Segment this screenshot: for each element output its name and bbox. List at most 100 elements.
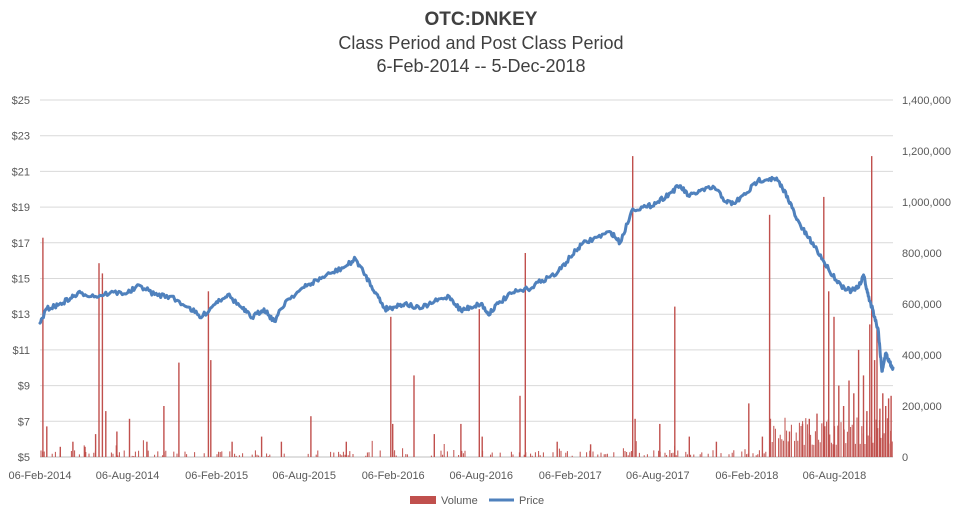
volume-bar — [392, 423, 394, 457]
volume-bar — [146, 441, 148, 457]
volume-bar — [345, 441, 347, 457]
volume-bar — [524, 253, 526, 457]
volume-bar — [632, 156, 634, 457]
volume-bar — [280, 441, 283, 457]
price-series — [38, 175, 895, 373]
volume-bar — [838, 385, 840, 457]
x-tick-label: 06-Aug-2014 — [96, 470, 160, 482]
y-left-tick-label: $5 — [18, 452, 30, 464]
x-tick-label: 06-Aug-2016 — [449, 470, 513, 482]
y-right-tick-label: 600,000 — [902, 299, 942, 311]
y-left-tick-label: $19 — [12, 202, 30, 214]
volume-bar — [862, 375, 865, 457]
volume-bar — [823, 196, 825, 457]
volume-bar — [310, 416, 312, 457]
volume-bar — [116, 431, 118, 457]
y-left-tick-label: $11 — [12, 345, 30, 357]
x-tick-label: 06-Aug-2015 — [272, 470, 336, 482]
volume-bar — [556, 441, 558, 457]
grid-layer — [40, 99, 893, 458]
volume-bar — [72, 441, 74, 457]
volume-bar — [768, 214, 771, 458]
volume-bar — [674, 306, 676, 457]
y-left-tick-label: $13 — [12, 309, 30, 321]
volume-bar — [390, 316, 392, 458]
volume-bar — [105, 411, 107, 457]
y-left-tick-label: $17 — [12, 238, 30, 250]
volume-bar — [519, 395, 521, 457]
x-tick-label: 06-Feb-2016 — [362, 470, 425, 482]
volume-bar — [478, 309, 480, 457]
volume-bar — [885, 406, 887, 457]
volume-bar — [842, 406, 845, 457]
y-right-tick-label: 800,000 — [902, 248, 942, 260]
x-tick-label: 06-Aug-2017 — [626, 470, 690, 482]
y-right-tick-label: 400,000 — [902, 350, 942, 362]
volume-bar — [210, 360, 212, 457]
volume-bar — [869, 324, 871, 457]
volume-bar — [761, 436, 764, 457]
y-left-tick-label: $23 — [12, 131, 30, 143]
title-block: OTC:DNKEY Class Period and Post Class Pe… — [0, 8, 962, 78]
volume-bar — [460, 423, 462, 457]
y-left-tick-label: $9 — [18, 381, 30, 393]
price-line — [38, 175, 895, 373]
volume-bar — [748, 403, 750, 457]
y-left-tick-label: $21 — [12, 166, 30, 178]
legend-swatch-volume — [410, 496, 436, 504]
volume-bar — [589, 444, 592, 458]
volume-bar — [163, 406, 165, 457]
volume-bar — [876, 324, 878, 457]
x-tick-label: 06-Feb-2014 — [9, 470, 72, 482]
volume-noise — [40, 417, 893, 457]
volume-bar — [848, 380, 850, 457]
volume-bar — [433, 434, 435, 457]
volume-bar — [59, 446, 61, 457]
volume-bar — [857, 349, 860, 457]
volume-bar — [178, 362, 180, 457]
y-right-tick-label: 1,400,000 — [902, 95, 951, 107]
volume-bar — [833, 316, 835, 458]
volume-bar — [231, 441, 233, 457]
volume-bar — [715, 441, 718, 457]
chart-title: OTC:DNKEY — [424, 9, 538, 30]
volume-bar — [46, 426, 48, 457]
legend: Volume Price — [410, 495, 544, 507]
volume-bar — [42, 237, 44, 457]
volume-bar — [260, 436, 263, 457]
y-left-tick-label: $15 — [12, 274, 30, 286]
legend-label-volume: Volume — [441, 495, 478, 507]
volume-bar — [788, 431, 791, 457]
volume-bar — [882, 393, 884, 458]
x-tick-label: 06-Aug-2018 — [803, 470, 867, 482]
volume-bar — [634, 418, 636, 458]
legend-label-price: Price — [519, 495, 544, 507]
x-tick-label: 06-Feb-2018 — [715, 470, 778, 482]
y-right-tick-label: 0 — [902, 452, 908, 464]
volume-bar — [84, 446, 86, 457]
volume-bar — [481, 436, 483, 457]
volume-baseline-texture — [40, 417, 893, 457]
y-right-tick-label: 200,000 — [902, 401, 942, 413]
volume-bar — [659, 423, 661, 457]
x-tick-label: 06-Feb-2015 — [185, 470, 248, 482]
chart-period: 6-Feb-2014 -- 5-Dec-2018 — [376, 56, 586, 76]
y-right-tick-label: 1,000,000 — [902, 197, 951, 209]
volume-bar — [890, 395, 892, 457]
volume-bar — [873, 360, 876, 457]
y-right-tick-label: 1,200,000 — [902, 146, 951, 158]
chart-subtitle: Class Period and Post Class Period — [338, 33, 624, 53]
x-tick-label: 06-Feb-2017 — [539, 470, 602, 482]
volume-bar — [688, 436, 690, 457]
y-left-tick-label: $7 — [18, 416, 30, 428]
axis-layer: $5 $7 $9 $11 $13 $15 $17 $19 $21 $23 $25 0 200,000 40… — [9, 95, 951, 482]
volume-bar — [98, 263, 100, 457]
volume-bar — [94, 434, 97, 457]
volume-bar — [128, 418, 131, 458]
volume-bar — [816, 413, 818, 457]
volume-bar — [101, 273, 104, 457]
volume-bar — [828, 291, 830, 458]
volume-bar — [413, 375, 415, 457]
